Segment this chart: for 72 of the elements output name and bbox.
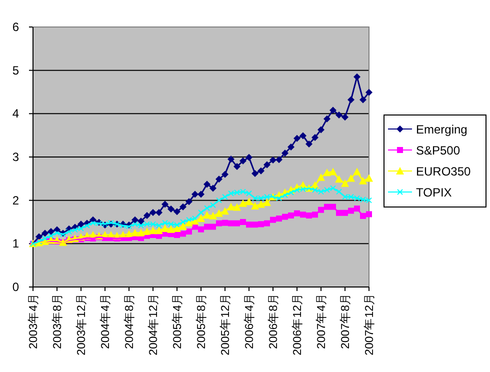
point	[138, 222, 144, 228]
y-tick-label: 5	[12, 63, 20, 78]
point	[90, 220, 96, 226]
y-tick-label: 1	[12, 236, 20, 251]
x-tick-label: 2007年8月	[339, 293, 352, 349]
point	[330, 185, 336, 192]
point	[180, 219, 186, 225]
x-tick-label: 2003年12月	[75, 293, 88, 356]
point	[174, 222, 180, 228]
point	[342, 194, 348, 200]
x-tick-label: 2006年4月	[243, 293, 256, 349]
point	[276, 195, 282, 202]
point	[186, 216, 192, 223]
y-tick-label: 4	[12, 106, 20, 121]
point	[72, 226, 78, 233]
point	[132, 221, 138, 228]
point	[192, 216, 198, 222]
y-tick-label: 2	[12, 193, 20, 208]
x-tick-label: 2004年4月	[99, 293, 112, 349]
x-tick-label: 2006年12月	[291, 293, 304, 356]
point	[198, 209, 204, 216]
legend-label: Emerging	[416, 122, 468, 136]
point	[210, 202, 216, 208]
point	[48, 232, 54, 239]
point	[216, 197, 222, 204]
x-tick-label: 2005年12月	[219, 293, 232, 356]
x-tick-label: 2004年12月	[147, 293, 160, 356]
point	[282, 192, 288, 198]
x-tick-label: 2004年8月	[123, 293, 136, 349]
legend-label: TOPIX	[416, 186, 452, 200]
point	[246, 190, 252, 196]
legend-label: S&P500	[416, 144, 460, 158]
point	[336, 188, 342, 195]
x-tick-label: 2003年4月	[27, 293, 40, 349]
x-tick-label: 2003年8月	[51, 293, 64, 349]
point	[42, 235, 48, 242]
point	[54, 230, 60, 236]
y-tick-label: 6	[12, 20, 20, 34]
point	[162, 220, 168, 226]
legend-label: EURO350	[416, 164, 472, 178]
point	[66, 228, 72, 235]
point	[366, 197, 372, 204]
point	[348, 194, 354, 200]
point	[222, 194, 228, 200]
y-tick-label: 0	[12, 280, 20, 294]
point	[234, 190, 240, 196]
point	[84, 222, 90, 228]
point	[360, 196, 366, 202]
point	[150, 221, 156, 228]
point	[252, 195, 258, 202]
y-tick-label: 3	[12, 150, 20, 164]
point	[300, 186, 306, 192]
x-tick-label: 2005年8月	[195, 293, 208, 349]
point	[354, 195, 360, 202]
point	[240, 188, 246, 195]
x-tick-label: 2005年4月	[171, 293, 184, 349]
point	[312, 186, 318, 193]
point	[144, 221, 150, 228]
point	[204, 205, 210, 212]
x-tick-label: 2006年8月	[267, 293, 280, 349]
point	[78, 226, 84, 232]
point	[168, 221, 174, 228]
point	[318, 188, 324, 195]
point	[156, 222, 162, 228]
point	[294, 186, 300, 193]
x-tick-label: 2007年4月	[315, 293, 328, 349]
point	[258, 195, 264, 202]
point	[324, 186, 330, 193]
point	[228, 190, 234, 196]
point	[264, 194, 270, 200]
x-tick-label: 2007年12月	[363, 293, 376, 356]
point	[288, 190, 294, 196]
